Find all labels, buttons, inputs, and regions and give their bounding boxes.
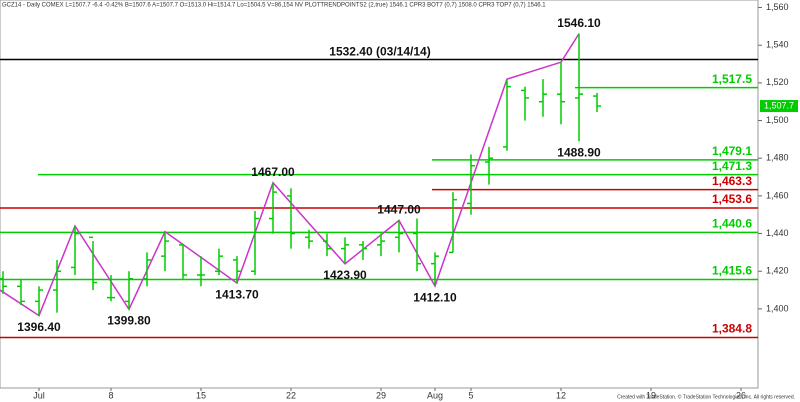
level-label: 1,479.1 (712, 144, 752, 158)
last-price-label: 1,507.7 (764, 100, 794, 110)
low-label: 1423.90 (323, 268, 367, 282)
level-label: 1,440.6 (712, 217, 752, 231)
level-label: 1,463.3 (712, 174, 752, 188)
y-tick-label: 1,520 (766, 77, 789, 87)
y-tick-label: 1,420 (766, 266, 789, 276)
low-label: 1396.40 (17, 320, 61, 334)
x-tick-label: 19 (646, 390, 656, 400)
low-label: 1488.90 (557, 146, 601, 160)
low-label: 1413.70 (215, 287, 259, 301)
x-tick-label: 22 (286, 390, 296, 400)
y-tick-label: 1,500 (766, 115, 789, 125)
x-tick-label: 29 (376, 390, 386, 400)
y-tick-label: 1,440 (766, 228, 789, 238)
x-tick-label: 5 (468, 390, 473, 400)
y-tick-label: 1,480 (766, 153, 789, 163)
y-tick-label: 1,460 (766, 190, 789, 200)
low-label: 1412.10 (413, 290, 457, 304)
last-price-box (760, 100, 798, 113)
x-tick-label: 15 (196, 390, 206, 400)
plot-area (0, 0, 759, 389)
y-tick-label: 1,540 (766, 40, 789, 50)
level-label: 1,384.8 (712, 322, 752, 336)
high-label: 1447.00 (377, 203, 421, 217)
y-tick-label: 1,400 (766, 303, 789, 313)
y-tick-label: 1,560 (766, 2, 789, 12)
high-label: 1467.00 (251, 165, 295, 179)
level-label: 1,415.6 (712, 264, 752, 278)
high-label: 1546.10 (557, 16, 601, 30)
x-tick-label: 12 (556, 390, 566, 400)
level-label: 1,471.3 (712, 159, 752, 173)
x-tick-label: Aug (427, 390, 443, 400)
footer: Created with TradeStation. © TradeStatio… (617, 393, 795, 400)
x-tick-label: 26 (736, 390, 746, 400)
x-tick-label: 8 (108, 390, 113, 400)
level-label: 1,517.5 (712, 72, 752, 86)
low-label: 1399.80 (107, 313, 151, 327)
level-label: 1,453.6 (712, 192, 752, 206)
x-tick-label: Jul (33, 390, 45, 400)
level-label: 1532.40 (03/14/14) (329, 45, 430, 59)
header: GCZ14 - Daily COMEX L=1507.7 -6.4 -0.42%… (2, 3, 546, 9)
